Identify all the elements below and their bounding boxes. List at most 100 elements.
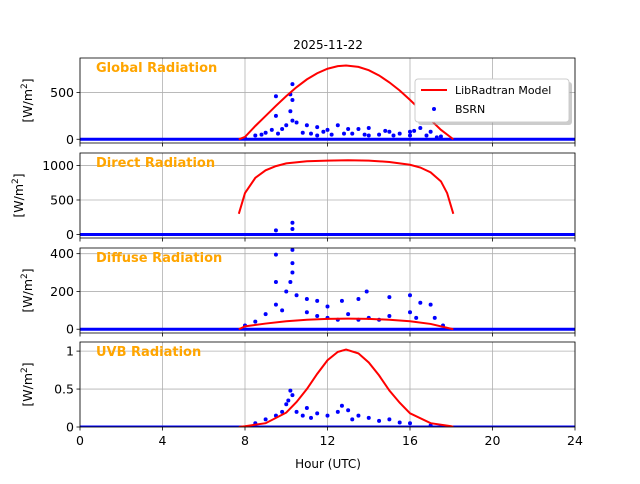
y-tick-label: 0: [66, 322, 74, 337]
bsrn-point: [284, 123, 289, 128]
x-tick-label: 8: [241, 433, 249, 448]
legend: LibRadtran Model BSRN: [414, 78, 572, 125]
bsrn-point: [335, 409, 340, 414]
bsrn-point: [408, 293, 412, 298]
y-tick-label: 1: [66, 344, 74, 359]
bsrn-point: [350, 417, 355, 422]
y-tick-label: 0: [66, 132, 74, 147]
bsrn-point: [288, 388, 293, 393]
bsrn-point: [300, 413, 305, 418]
bsrn-point: [346, 408, 351, 413]
x-tick-label: 4: [159, 433, 167, 448]
bsrn-point: [304, 123, 309, 128]
bsrn-point: [288, 280, 293, 284]
bsrn-point: [362, 132, 367, 137]
bsrn-point: [387, 314, 392, 318]
bsrn-point: [290, 261, 295, 266]
bsrn-point: [315, 298, 320, 303]
bsrn-point: [300, 130, 305, 135]
bsrn-point: [397, 131, 402, 136]
model-line: [238, 348, 454, 427]
bsrn-point: [414, 315, 419, 320]
bsrn-point: [424, 133, 429, 138]
y-tick-label: 0.5: [54, 382, 74, 397]
bsrn-point: [408, 421, 412, 426]
bsrn-point: [397, 420, 402, 425]
panel-label: Direct Radiation: [96, 156, 215, 171]
bsrn-point: [304, 310, 309, 315]
y-tick-label: 0: [66, 420, 74, 435]
bsrn-point: [438, 134, 443, 139]
panel-label: Diffuse Radiation: [96, 251, 222, 266]
bsrn-point: [290, 393, 295, 398]
bsrn-point: [391, 133, 396, 138]
bsrn-point: [339, 403, 344, 408]
bsrn-point: [366, 126, 371, 131]
bsrn-point: [280, 409, 285, 414]
bsrn-point: [325, 304, 330, 309]
bsrn-point: [284, 289, 289, 294]
x-axis-label: Hour (UTC): [295, 457, 361, 471]
bsrn-point: [304, 297, 309, 301]
x-tick-label: 16: [402, 433, 418, 448]
y-tick-label: 400: [50, 246, 74, 261]
y-axis-label: [W/m2]: [20, 268, 35, 312]
bsrn-point: [273, 94, 278, 99]
bsrn-point: [273, 302, 278, 307]
bsrn-point: [387, 417, 392, 422]
bsrn-point: [321, 129, 326, 134]
bsrn-point: [387, 129, 392, 134]
bsrn-point: [280, 126, 285, 131]
bsrn-point: [329, 132, 334, 137]
bsrn-point: [408, 129, 412, 134]
bsrn-point: [412, 128, 417, 133]
legend-model-label: LibRadtran Model: [455, 84, 551, 97]
bsrn-point: [387, 295, 392, 300]
bsrn-point: [325, 413, 330, 418]
bsrn-point: [408, 310, 412, 315]
y-axis-label: [W/m2]: [11, 173, 26, 217]
bsrn-point: [294, 409, 299, 414]
x-tick-label: 20: [485, 433, 501, 448]
bsrn-point: [259, 132, 264, 137]
bsrn-point: [364, 289, 369, 294]
legend-box: [414, 78, 570, 123]
bsrn-point: [335, 123, 340, 128]
bsrn-point: [273, 113, 278, 118]
bsrn-point: [408, 133, 412, 138]
bsrn-point: [263, 417, 268, 422]
plot-area: [80, 248, 575, 331]
bsrn-point: [284, 402, 289, 407]
model-line: [237, 159, 455, 215]
bsrn-point: [315, 125, 320, 130]
bsrn-point: [434, 135, 439, 140]
panel-diffuse-radiation: 0 200 400 Diffuse Radiation [W/m2]: [20, 246, 576, 337]
bsrn-point: [356, 126, 361, 131]
bsrn-point: [290, 82, 295, 87]
bsrn-point: [377, 132, 382, 137]
bsrn-point: [294, 293, 299, 298]
bsrn-point: [356, 413, 361, 418]
bsrn-point: [286, 398, 291, 403]
bsrn-point: [290, 220, 295, 225]
bsrn-point: [315, 314, 320, 318]
x-tick-label: 0: [76, 433, 84, 448]
panel-uvb-radiation: 0 0.5 1 UVB Radiation [W/m2] 0 4 8 12 16 20 24: [20, 341, 583, 448]
bsrn-point: [263, 130, 268, 135]
bsrn-point: [290, 270, 295, 275]
bsrn-point: [342, 131, 346, 136]
axes-frame: [79, 57, 576, 144]
bsrn-point: [366, 415, 371, 420]
bsrn-point: [294, 120, 299, 125]
bsrn-point: [418, 126, 423, 131]
bsrn-point: [290, 227, 295, 232]
bsrn-point: [273, 228, 278, 233]
axes-frame: [79, 152, 576, 239]
legend-bsrn-swatch: [432, 107, 436, 111]
bsrn-point: [253, 133, 258, 138]
bsrn-point: [269, 127, 274, 132]
bsrn-point: [263, 312, 268, 317]
bsrn-point: [418, 300, 423, 305]
bsrn-point: [309, 415, 313, 420]
